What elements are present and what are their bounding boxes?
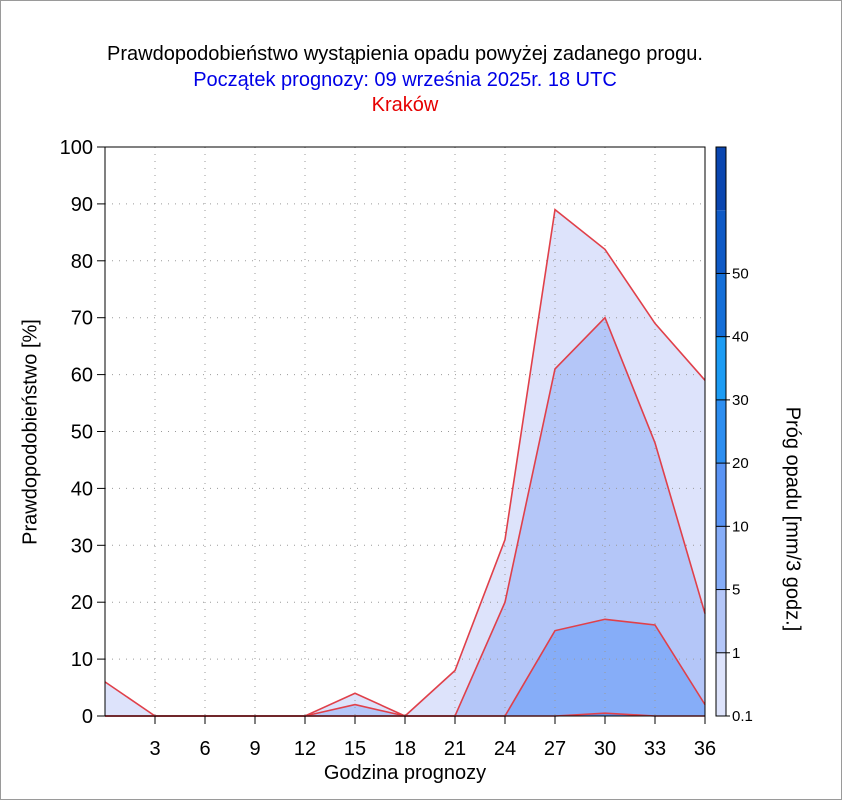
x-tick-label: 24 [494,738,516,760]
colorbar-segment [716,336,726,400]
colorbar-segment [716,273,726,337]
y-tick-label: 10 [71,649,93,671]
y-tick-label: 40 [71,478,93,500]
x-tick-label: 15 [344,738,366,760]
y-tick-label: 30 [71,535,93,557]
colorbar-segment [716,652,726,716]
y-tick-label: 90 [71,194,93,216]
colorbar-segment [716,526,726,590]
x-tick-label: 3 [149,738,160,760]
colorbar-segment [716,210,726,274]
x-tick-label: 33 [644,738,666,760]
x-tick-label: 18 [394,738,416,760]
chart-location: Kraków [371,94,439,116]
chart-title: Prawdopodobieństwo wystąpienia opadu pow… [107,43,703,65]
colorbar-segment [716,147,726,211]
y-tick-label: 0 [82,706,93,728]
y-tick-label: 70 [71,308,93,330]
x-tick-label: 27 [544,738,566,760]
colorbar-tick-label: 5 [732,582,740,599]
y-tick-label: 60 [71,365,93,387]
colorbar-tick-label: 40 [732,329,749,346]
x-tick-label: 6 [199,738,210,760]
y-tick-label: 50 [71,422,93,444]
colorbar-tick-label: 0.1 [732,708,753,725]
x-axis-label: Godzina prognozy [323,762,487,784]
colorbar-tick-label: 1 [732,645,740,662]
y-tick-label: 20 [71,592,93,614]
x-tick-label: 21 [444,738,466,760]
y-tick-label: 80 [71,251,93,273]
colorbar-segment [716,589,726,653]
x-tick-label: 36 [694,738,716,760]
colorbar-segment [716,399,726,464]
colorbar-segment [716,463,726,527]
colorbar-tick-label: 20 [732,455,749,472]
x-tick-label: 9 [249,738,260,760]
y-tick-label: 100 [60,137,93,159]
x-tick-label: 12 [294,738,316,760]
colorbar-tick-label: 10 [732,518,749,535]
chart-subtitle: Początek prognozy: 09 września 2025r. 18… [193,69,617,91]
x-tick-label: 30 [594,738,616,760]
colorbar-tick-label: 50 [732,265,749,282]
colorbar-tick-label: 30 [732,392,749,409]
area-threshold-5 [105,619,705,716]
